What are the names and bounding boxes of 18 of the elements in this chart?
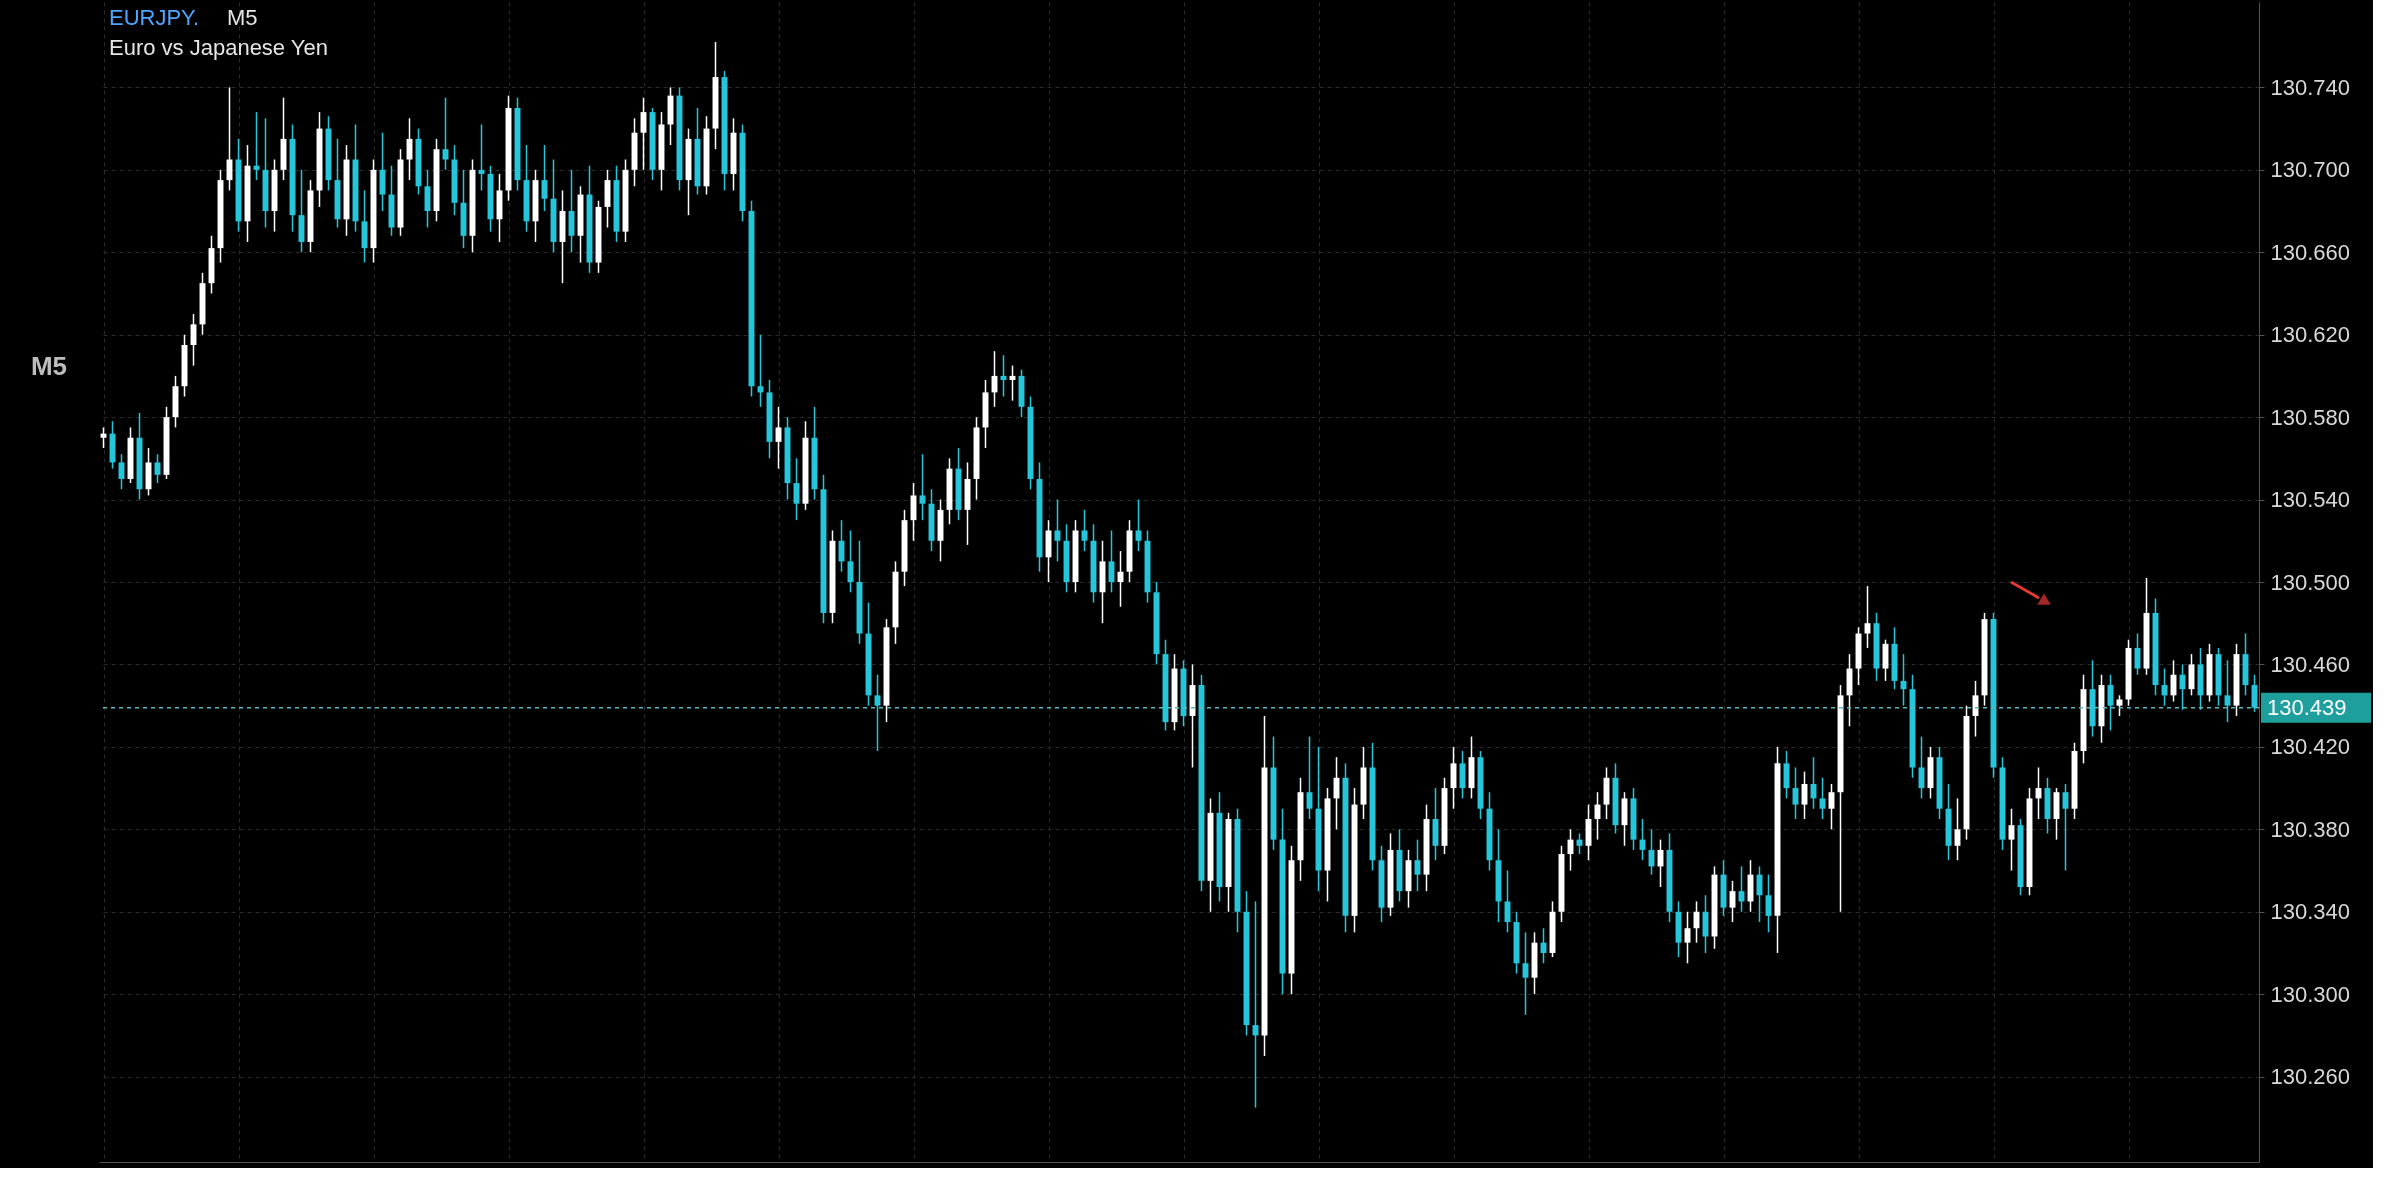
y-tick-label: 130.300: [2270, 981, 2351, 1007]
y-tick-label: 130.500: [2270, 569, 2351, 595]
y-tick-label: 130.700: [2270, 157, 2351, 183]
ref-line-label: 130.439: [2267, 694, 2347, 720]
text: Euro vs Japanese Yen: [109, 35, 328, 60]
text: M5: [30, 351, 68, 381]
chart-title: EURJPY.: [109, 5, 200, 30]
y-tick-label: 130.660: [2270, 239, 2351, 265]
y-tick-label: 130.460: [2270, 651, 2351, 677]
y-tick-label: 130.380: [2270, 816, 2351, 842]
y-tick-label: 130.340: [2270, 899, 2351, 925]
y-tick-label: 130.260: [2270, 1064, 2351, 1090]
y-tick-label: 130.540: [2270, 487, 2351, 513]
y-tick-label: 130.580: [2270, 404, 2351, 430]
y-tick-label: 130.620: [2270, 322, 2351, 348]
annotation: M5: [227, 5, 258, 30]
y-tick-label: 130.740: [2270, 74, 2351, 100]
y-tick-label: 130.420: [2270, 734, 2351, 760]
